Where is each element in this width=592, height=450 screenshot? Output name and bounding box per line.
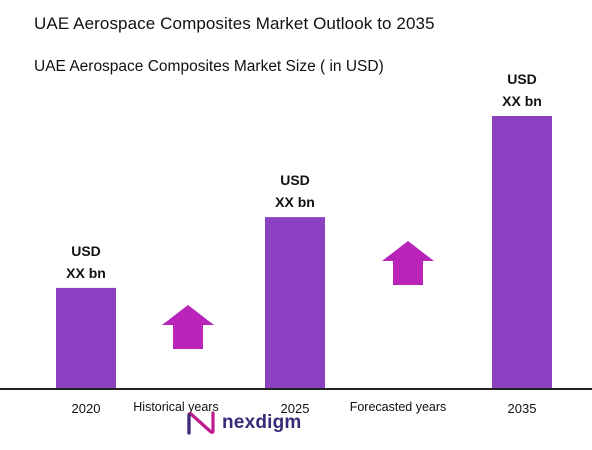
nexdigm-logo-icon: [187, 411, 215, 435]
bar-2020: [56, 287, 116, 389]
bar-value-label: XX bn: [66, 265, 106, 281]
forecast-growth-arrow: [382, 241, 434, 285]
period-label-forecast: Forecasted years: [350, 400, 447, 414]
bar-value-label: USD: [507, 71, 537, 87]
brand-name: nexdigm: [222, 412, 302, 433]
period-label-historical: Historical years: [133, 400, 218, 414]
bar-value-label: USD: [71, 243, 101, 259]
bar-value-label: XX bn: [502, 93, 542, 109]
bar-2025: [265, 217, 325, 389]
bar-value-label: XX bn: [275, 194, 315, 210]
chart-subtitle: UAE Aerospace Composites Market Size ( i…: [34, 58, 384, 75]
bar-2035: [492, 116, 552, 389]
brand-logo: nexdigm: [186, 410, 302, 436]
x-tick-label: 2025: [281, 401, 310, 416]
historical-growth-arrow: [162, 305, 214, 349]
x-tick-label: 2035: [508, 401, 537, 416]
x-tick-label: 2020: [72, 401, 101, 416]
chart-title: UAE Aerospace Composites Market Outlook …: [34, 14, 435, 33]
bar-value-label: USD: [280, 172, 310, 188]
